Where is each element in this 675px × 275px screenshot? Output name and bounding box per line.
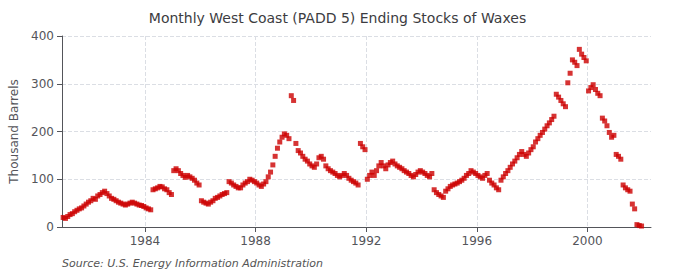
svg-text:Monthly West Coast (PADD 5) En: Monthly West Coast (PADD 5) Ending Stock…: [149, 10, 526, 26]
svg-text:1992: 1992: [351, 234, 382, 248]
svg-text:2000: 2000: [572, 234, 603, 248]
svg-text:1984: 1984: [130, 234, 161, 248]
svg-text:1988: 1988: [240, 234, 271, 248]
svg-text:Thousand Barrels: Thousand Barrels: [7, 79, 21, 184]
svg-text:200: 200: [31, 125, 54, 139]
svg-text:0: 0: [46, 220, 54, 234]
svg-text:300: 300: [31, 77, 54, 91]
svg-text:400: 400: [31, 29, 54, 43]
svg-text:100: 100: [31, 172, 54, 186]
svg-text:Source: U.S. Energy Informatio: Source: U.S. Energy Information Administ…: [62, 257, 323, 270]
svg-text:1996: 1996: [462, 234, 493, 248]
